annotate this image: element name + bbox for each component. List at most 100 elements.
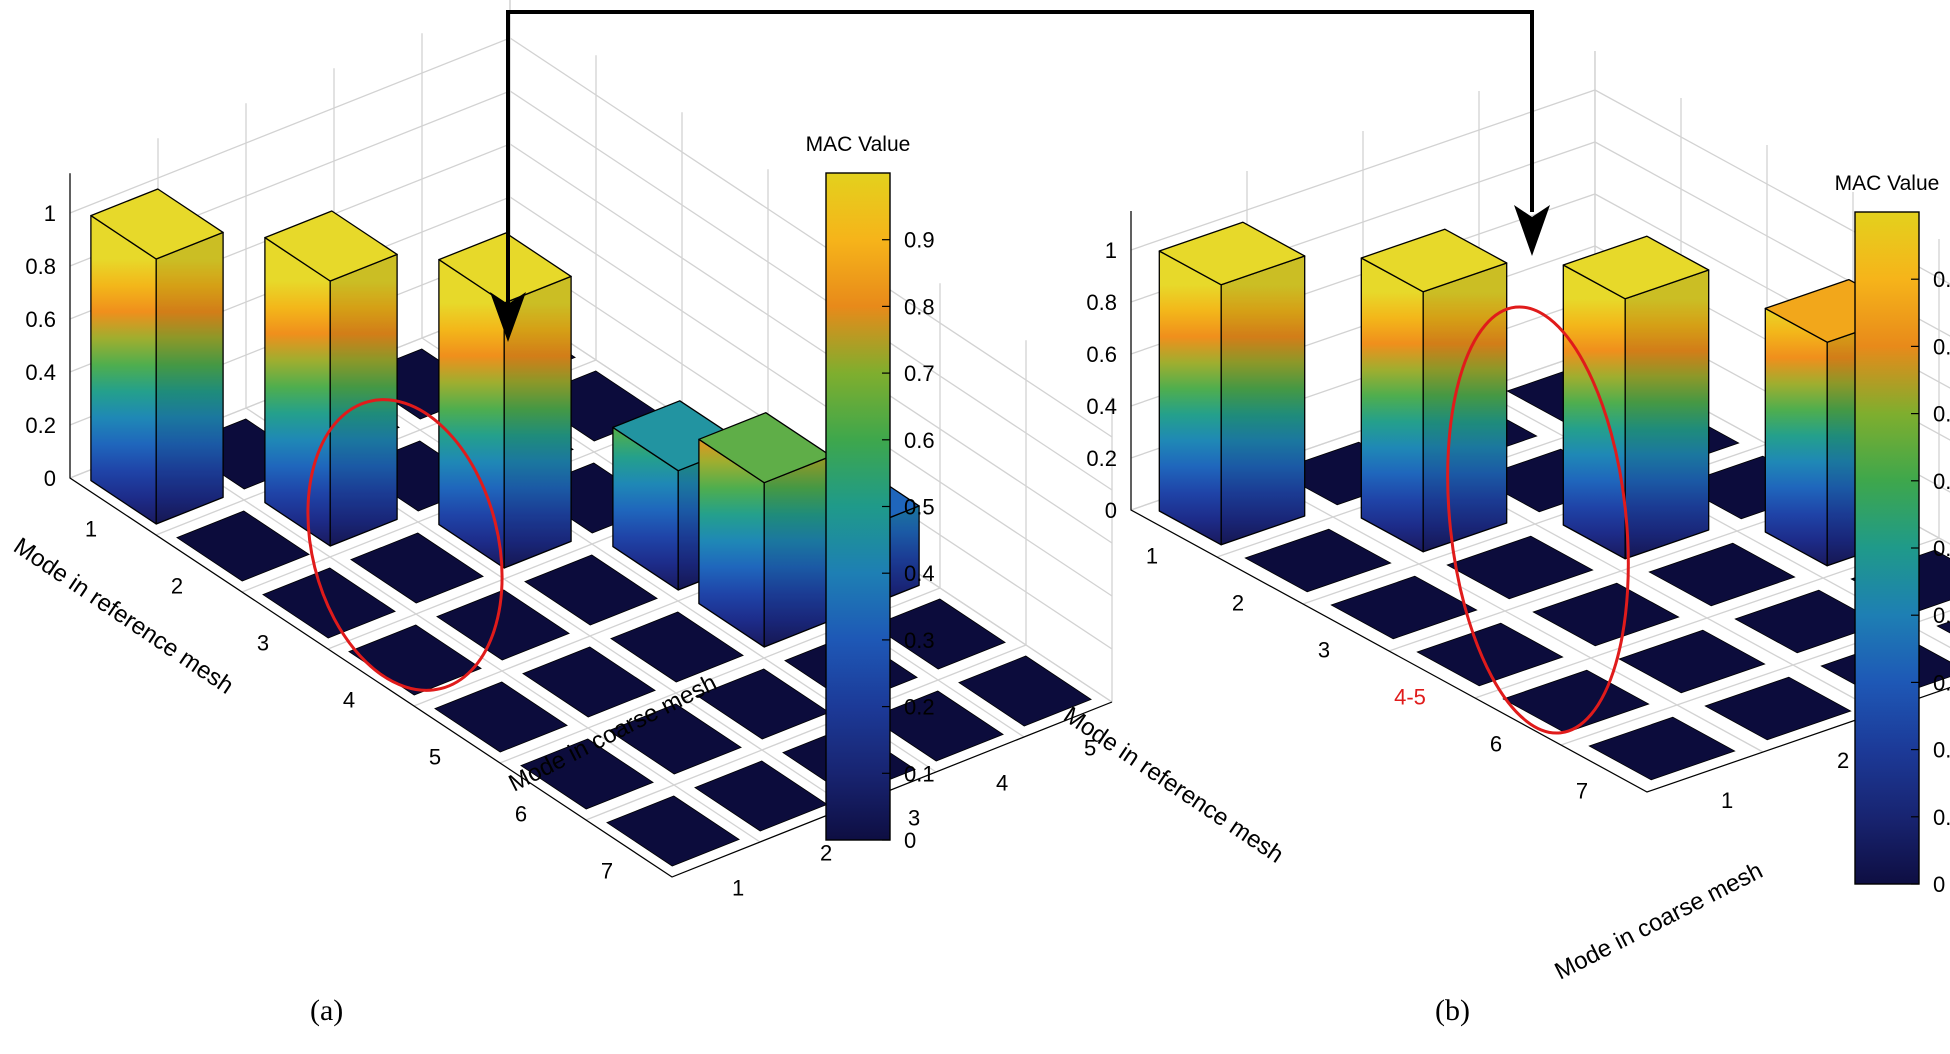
colorbar-gradient	[825, 172, 891, 841]
bar-face-top	[90, 188, 224, 260]
bar-face-front	[1360, 257, 1424, 553]
bar-face-top	[1360, 228, 1508, 293]
x-tick: 3	[257, 631, 269, 656]
bar-3-3	[438, 232, 572, 569]
y-tick: 1	[732, 876, 744, 901]
tile-5-2	[522, 646, 656, 718]
floor-tiles-b	[1244, 361, 1950, 781]
colorbar-tick: 0.5	[904, 495, 935, 520]
z-tick: 0.6	[1086, 342, 1117, 367]
colorbar-tick: 0.5	[1933, 536, 1950, 561]
z-tick: 0.2	[25, 413, 56, 438]
colorbar-tick: 0.7	[1933, 402, 1950, 427]
arrowhead-left	[490, 292, 526, 342]
x-tick: 4	[343, 688, 355, 713]
x-tick: 5	[429, 745, 441, 770]
bar-face-shade	[504, 276, 572, 568]
z-tick: 0.8	[1086, 290, 1117, 315]
tile-3-2	[350, 532, 484, 604]
bar-face-front	[1562, 264, 1626, 560]
caption-b: (b)	[1435, 994, 1470, 1027]
x-tick: 2	[171, 574, 183, 599]
ticks-a: 0 0.2 0.4 0.6 0.8 1 1 2 3 4 5 6 7 1 2 3 4 5	[25, 201, 1096, 901]
y-tick: 4	[996, 771, 1008, 796]
colorbar-tick: 0.7	[904, 361, 935, 386]
bar-2-2	[264, 210, 398, 547]
bar-3-3	[1562, 235, 1710, 560]
tile-4-5-2	[1532, 582, 1680, 647]
tile-5-3	[610, 611, 744, 683]
xlabel-b: Mode in reference mesh	[1059, 702, 1289, 869]
colorbar-title: MAC Value	[806, 133, 911, 156]
z-tick: 1	[44, 201, 56, 226]
colorbar-tick: 0.8	[1933, 334, 1950, 359]
tile-7-4	[870, 690, 1004, 762]
highlight-ellipse-b	[1446, 305, 1630, 735]
colorbar-tick: 0	[904, 828, 916, 853]
bar-face-top	[264, 210, 398, 282]
colorbar-tick: 0.2	[1933, 738, 1950, 763]
y-tick: 2	[1837, 748, 1849, 773]
y-tick: 1	[1721, 788, 1733, 813]
tile-6-2	[608, 703, 742, 775]
arrowhead-right	[1514, 205, 1550, 256]
x-tick: 3	[1318, 638, 1330, 663]
colorbar-tick: 0.9	[904, 228, 935, 253]
bar-face-front	[264, 236, 331, 547]
colorbar-tick: 0.3	[904, 628, 935, 653]
bar-face-front	[1764, 307, 1828, 567]
tile-4-3	[524, 554, 658, 626]
tile-6-1	[520, 738, 654, 810]
z-tick: 0.4	[25, 360, 56, 385]
bar-5-4	[698, 412, 832, 648]
z-tick: 0.6	[25, 307, 56, 332]
colorbar-tick: 0	[1933, 872, 1945, 897]
tile-3-2	[1446, 535, 1594, 600]
colorbar-gradient	[1854, 211, 1920, 885]
tile-7-1	[1588, 716, 1736, 781]
connector-arrow	[506, 10, 1534, 318]
bar-2-2	[1360, 228, 1508, 553]
gridline-floor	[1246, 469, 1764, 753]
tile-7-2	[694, 760, 828, 832]
gridline-floor	[585, 644, 1027, 821]
bar-face-top	[438, 232, 572, 304]
xlabel-a: Mode in reference mesh	[9, 533, 239, 700]
tile-3-1	[1330, 575, 1478, 640]
caption-a: (a)	[310, 994, 343, 1027]
tile-2-1	[1244, 528, 1392, 593]
highlight-ellipse-a	[306, 398, 504, 692]
colorbar-b: MAC Value 0 0.1 0.2 0.3 0.4 0.5 0.6 0.7 0.8 0.9	[1835, 172, 1950, 897]
bar-face-shade	[330, 254, 398, 546]
bar-face-shade	[764, 456, 832, 647]
panel-a: 0 0.2 0.4 0.6 0.8 1 1 2 3 4 5 6 7 1 2 3 4 5 Mode in refer…	[9, 0, 1113, 1027]
tile-4-5-3	[1648, 542, 1796, 607]
z-tick: 1	[1105, 238, 1117, 263]
colorbar-tick: 0.1	[1933, 805, 1950, 830]
colorbar-tick: 0.1	[904, 761, 935, 786]
z-tick: 0.4	[1086, 394, 1117, 419]
y-tick: 3	[908, 806, 920, 831]
ylabel-b: Mode in coarse mesh	[1550, 857, 1767, 985]
tile-6-1	[1502, 669, 1650, 734]
bar-face-shade	[1625, 270, 1709, 559]
tile-6-5	[872, 598, 1006, 670]
bar-1-1	[90, 188, 224, 525]
bar-face-front	[90, 214, 157, 525]
bar-face-front	[1158, 250, 1222, 546]
colorbar-tick: 0.2	[904, 695, 935, 720]
tile-6-2	[1618, 629, 1766, 694]
colorbar-tick: 0.6	[1933, 469, 1950, 494]
bar-face-shade	[1221, 256, 1305, 545]
tile-4-1	[348, 624, 482, 696]
x-tick: 6	[515, 802, 527, 827]
y-tick: 2	[820, 841, 832, 866]
colorbar-tick: 0.9	[1933, 267, 1950, 292]
colorbar-tick: 0.8	[904, 294, 935, 319]
z-tick: 0	[1105, 498, 1117, 523]
gridline-floor	[157, 442, 761, 843]
x-tick: 7	[1576, 779, 1588, 804]
tile-2-1	[176, 510, 310, 582]
z-tick: 0	[44, 466, 56, 491]
